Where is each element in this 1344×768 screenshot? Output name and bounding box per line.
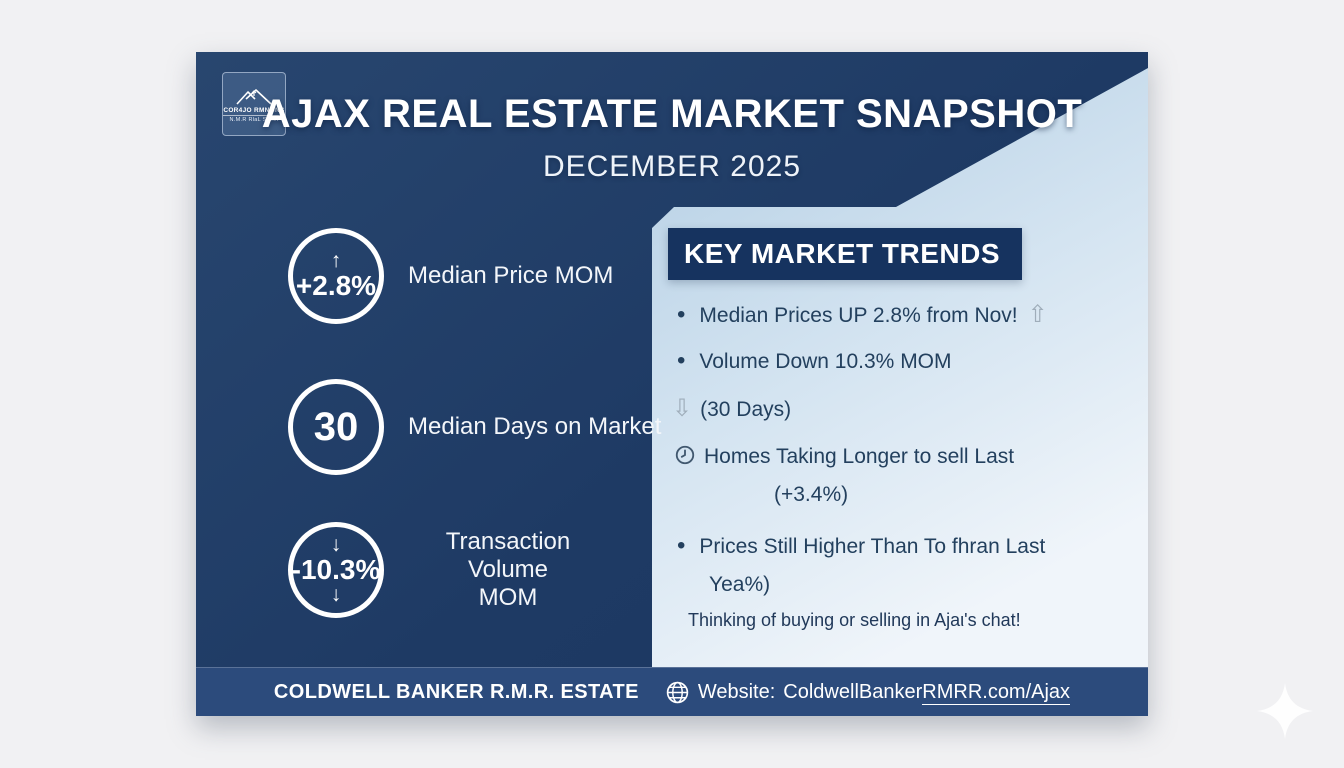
trend-text: (30 Days) xyxy=(700,398,792,421)
stat-value: -10.3% xyxy=(291,554,381,585)
mountain-icon xyxy=(236,88,272,105)
trend-text: Homes Taking Longer to sell Last xyxy=(704,445,1015,468)
down-arrow-outline-icon: ⇩ xyxy=(672,394,693,422)
trend-text-line2: (+3.4%) xyxy=(774,483,849,506)
stat-median-price: ↑ +2.8% Median Price MOM xyxy=(288,228,613,324)
stat-circle-transaction-volume: ↓ -10.3% ↓ xyxy=(288,522,384,618)
clock-icon xyxy=(675,445,695,465)
bullet-dot: • xyxy=(677,532,686,559)
website-plain-part[interactable]: ColdwellBanker xyxy=(783,680,923,703)
bullet-dot: • xyxy=(677,347,686,374)
footer-website: Website: ColdwellBankerRMRR.com/Ajax xyxy=(665,680,1071,705)
footer-bar: COLDWELL BANKER R.M.R. ESTATE Website: C… xyxy=(196,667,1148,716)
logo-text-line2: N.M.R RlaL Sn2et xyxy=(229,116,279,123)
trend-text: Prices Still Higher Than To fhran Last xyxy=(699,535,1046,558)
trend-text: Median Prices UP 2.8% from Nov! xyxy=(699,304,1018,327)
trend-item-30-days: ⇩ (30 Days) xyxy=(672,393,1122,425)
footer-brand-name: COLDWELL BANKER R.M.R. ESTATE xyxy=(273,680,639,703)
stat-label: Median Days on Market xyxy=(408,413,662,440)
header: AJAX REAL ESTATE MARKET SNAPSHOT DECEMBE… xyxy=(196,92,1148,184)
down-arrow-icon: ↓ xyxy=(330,533,342,556)
trend-text-line2: Yea%) xyxy=(709,573,771,596)
stat-label: Transaction Volume MOM xyxy=(408,528,608,612)
stat-days-on-market: 30 Median Days on Market xyxy=(288,379,661,475)
bullet-dot: • xyxy=(677,301,686,328)
logo-text-line1: COR4JO RMNGNS xyxy=(223,106,285,116)
stat-label-line1: Transaction Volume xyxy=(445,528,571,583)
trend-item-prices-higher: • Prices Still Higher Than To fhran Last xyxy=(677,531,1127,562)
website-label: Website: xyxy=(697,680,776,703)
trends-footnote: Thinking of buying or selling in Ajaι's … xyxy=(688,610,1021,630)
stat-circle-median-price: ↑ +2.8% xyxy=(288,228,384,324)
stat-value: 30 xyxy=(313,405,359,449)
trend-item-homes-longer: Homes Taking Longer to sell Last xyxy=(674,441,1124,472)
trend-text: Volume Down 10.3% MOM xyxy=(699,350,952,373)
trend-item-median-prices: • Median Prices UP 2.8% from Nov! ⇧ xyxy=(677,299,1127,331)
page-subtitle: DECEMBER 2025 xyxy=(542,150,802,183)
page-title: AJAX REAL ESTATE MARKET SNAPSHOT xyxy=(261,92,1083,136)
website-link[interactable]: ColdwellBankerRMRR.com/Ajax xyxy=(783,680,1071,705)
key-market-trends-heading: KEY MARKET TRENDS xyxy=(668,228,1022,280)
stat-transaction-volume: ↓ -10.3% ↓ Transaction Volume MOM xyxy=(288,522,608,618)
market-snapshot-card: COR4JO RMNGNS N.M.R RlaL Sn2et AJAX REAL… xyxy=(196,52,1148,716)
sparkle-decoration xyxy=(1257,683,1313,739)
stat-label-line2: MOM xyxy=(478,584,538,611)
globe-icon xyxy=(665,680,690,705)
diagonal-light-panel xyxy=(652,68,1148,667)
stat-label: Median Price MOM xyxy=(408,262,614,289)
stat-value: +2.8% xyxy=(295,270,377,301)
website-underlined-part[interactable]: RMRR.com/Ajax xyxy=(922,680,1071,705)
trend-item-volume-down: • Volume Down 10.3% MOM xyxy=(677,346,1127,377)
up-arrow-outline-icon: ⇧ xyxy=(1027,300,1048,328)
brand-logo: COR4JO RMNGNS N.M.R RlaL Sn2et xyxy=(222,72,286,136)
up-arrow-icon: ↑ xyxy=(330,249,342,272)
stat-circle-days-on-market: 30 xyxy=(288,379,384,475)
down-arrow-icon: ↓ xyxy=(330,583,342,606)
